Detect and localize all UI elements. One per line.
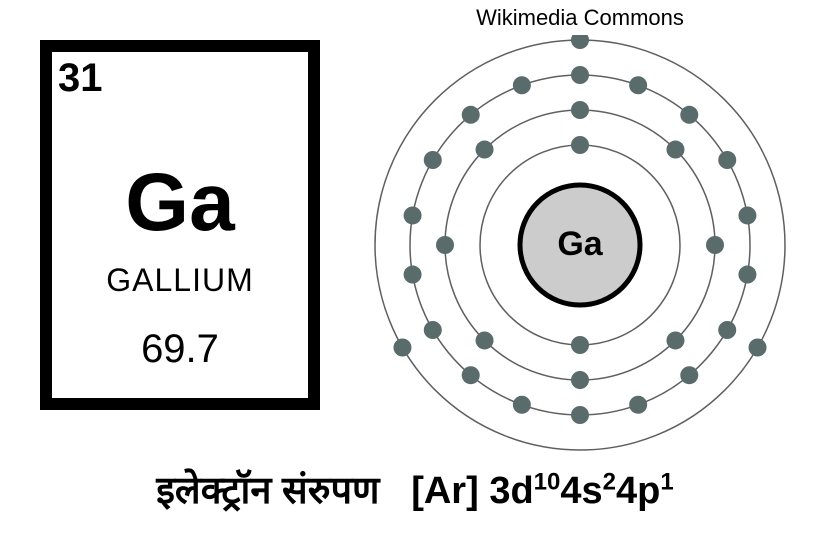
atomic-number: 31: [58, 56, 103, 101]
config-label: इलेक्ट्रॉन संरुपण: [156, 470, 379, 512]
image-credit: Wikimedia Commons: [350, 5, 810, 31]
noble-gas-core: [Ar]: [411, 470, 479, 512]
element-name: GALLIUM: [52, 262, 308, 299]
gallium-infographic: 31 Ga GALLIUM 69.7 Wikimedia Commons Ga …: [0, 0, 830, 553]
config-orbitals: 3d104s24p1: [489, 470, 673, 512]
electron-configuration: इलेक्ट्रॉन संरुपण [Ar] 3d104s24p1: [0, 463, 830, 515]
periodic-element-box: 31 Ga GALLIUM 69.7: [40, 40, 320, 410]
svg-text:Ga: Ga: [557, 225, 603, 263]
atomic-mass: 69.7: [52, 327, 308, 372]
atom-diagram: Wikimedia Commons Ga: [350, 5, 810, 445]
electron-shells-svg: Ga: [370, 35, 790, 455]
element-symbol: Ga: [52, 162, 308, 244]
